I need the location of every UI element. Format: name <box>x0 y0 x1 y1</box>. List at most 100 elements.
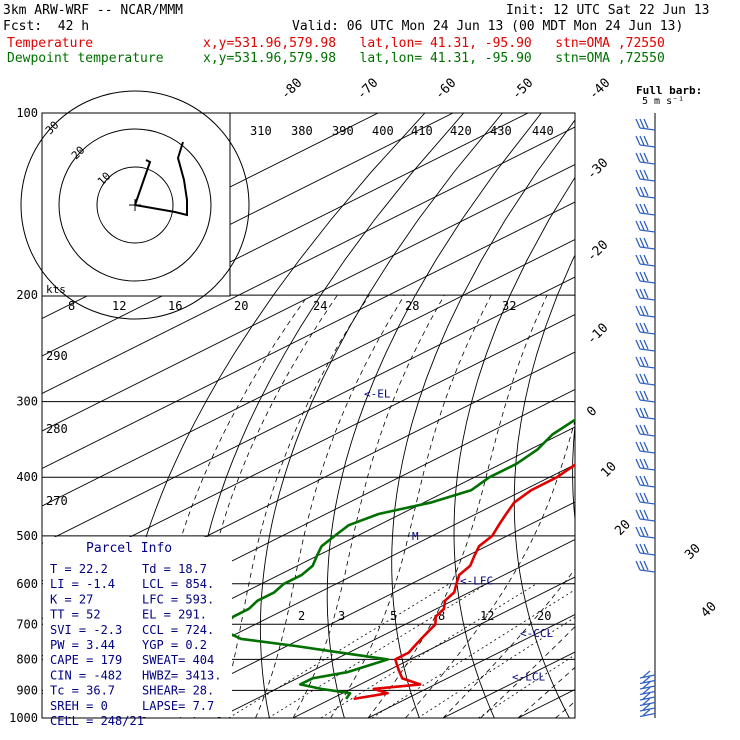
wind-barb <box>635 509 656 522</box>
mixing-ratio-label: 16 <box>168 299 182 313</box>
mixing-ratio-label: 28 <box>405 299 419 313</box>
pressure-label: 800 <box>16 652 38 666</box>
mixing-ratio-label: 24 <box>313 299 327 313</box>
theta-label: 410 <box>411 124 433 138</box>
theta-label: 430 <box>490 124 512 138</box>
isotherm-label: -70 <box>354 76 381 103</box>
isotherm-line <box>42 113 529 357</box>
temperature-legend-label: Temperature <box>7 36 94 51</box>
wind-barb <box>635 186 656 199</box>
wind-barb <box>635 220 656 233</box>
theta-label: 310 <box>250 124 272 138</box>
dry-adiabat-line <box>259 113 503 718</box>
wind-barb <box>639 687 656 696</box>
parcel-info-right: HWBZ= 3413. <box>142 668 221 682</box>
wind-barb <box>635 475 656 488</box>
theta-label: 440 <box>532 124 554 138</box>
wind-barb <box>639 692 656 701</box>
theta-label: 380 <box>291 124 313 138</box>
wind-barb <box>639 698 656 707</box>
model-title: 3km ARW-WRF -- NCAR/MMM <box>3 3 184 18</box>
forecast-hour: Fcst: 42 h <box>3 19 90 34</box>
pressure-label: 100 <box>16 106 38 120</box>
isotherm-line <box>292 576 575 718</box>
moist-adiabat-line <box>480 626 575 718</box>
mixing-ratio-label: 12 <box>112 299 126 313</box>
parcel-info-right: CCL = 724. <box>142 623 214 637</box>
temperature-profile <box>353 463 575 701</box>
level-marker: <-EL <box>364 388 391 401</box>
mixing-ratio-line <box>417 616 575 718</box>
moist-adiabat-line <box>255 294 405 718</box>
moist-adiabat-line <box>555 701 575 718</box>
wind-barb <box>635 118 656 131</box>
theta-label: 420 <box>450 124 472 138</box>
parcel-info-left: LI = -1.4 <box>50 577 115 591</box>
barb-key-units: 5 m s⁻¹ <box>642 96 684 107</box>
mixing-ratio-label: 8 <box>68 299 75 313</box>
parcel-info-left: PW = 3.44 <box>50 638 115 652</box>
level-marker: <-LCL <box>512 671 545 684</box>
wind-barb <box>635 271 656 284</box>
pressure-label: 600 <box>16 577 38 591</box>
wind-barb <box>635 373 656 386</box>
isotherm-label: -60 <box>432 76 459 103</box>
mixing-ratio-line <box>320 583 537 718</box>
pressure-label: 700 <box>16 617 38 631</box>
parcel-info-right: LFC = 593. <box>142 592 214 606</box>
theta-label: 390 <box>332 124 354 138</box>
theta-label: 400 <box>372 124 394 138</box>
hodograph-trace <box>134 141 188 217</box>
moist-adiabat-line <box>330 294 492 718</box>
wind-barb <box>635 152 656 165</box>
parcel-info-left: CIN = -482 <box>50 668 122 682</box>
pressure-label: 400 <box>16 470 38 484</box>
wind-barb <box>635 543 656 556</box>
isotherm-line <box>42 163 575 432</box>
wind-barb <box>635 458 656 471</box>
pressure-label: 500 <box>16 529 38 543</box>
isotherm-label: -30 <box>584 156 611 183</box>
mixing-ratio-line <box>478 654 575 718</box>
isotherm-label: 0 <box>584 404 600 420</box>
isotherm-label: -40 <box>586 76 613 103</box>
isotherm-line <box>42 238 575 507</box>
moist-adiabat-line <box>442 568 575 718</box>
wind-barb <box>635 407 656 420</box>
isotherm-label: -10 <box>584 321 611 348</box>
barb-key-label: Full barb: <box>636 84 702 97</box>
mixing-ratio-label: 32 <box>502 299 516 313</box>
theta-label: 270 <box>46 494 68 508</box>
dewpoint-profile <box>224 418 575 700</box>
theta-label: 280 <box>46 422 68 436</box>
moist-adiabat-line <box>593 295 740 718</box>
parcel-info-right: YGP = 0.2 <box>142 638 207 652</box>
wind-barb <box>639 703 656 712</box>
isotherm-line <box>217 538 575 718</box>
wind-barb <box>635 424 656 437</box>
parcel-info-left: Tc = 36.7 <box>50 684 115 698</box>
wind-barb <box>635 322 656 335</box>
parcel-info-left: K = 27 <box>50 592 93 606</box>
wind-barb <box>635 560 656 573</box>
isotherm-line <box>42 313 575 582</box>
mixing-ratio-line <box>268 583 488 718</box>
wind-barb <box>635 356 656 369</box>
valid-time: Valid: 06 UTC Mon 24 Jun 13 (00 MDT Mon … <box>292 19 684 34</box>
parcel-info-box <box>43 537 232 717</box>
isotherm-line <box>42 113 454 320</box>
parcel-info-right: SHEAR= 28. <box>142 684 214 698</box>
wind-barb <box>635 237 656 250</box>
plot-frame <box>41 112 576 719</box>
init-time: Init: 12 UTC Sat 22 Jun 13 <box>506 3 710 18</box>
moist-adiabat-line <box>367 294 548 718</box>
parcel-info-left: T = 22.2 <box>50 562 108 576</box>
moist-adiabat-line <box>405 419 575 718</box>
isotherm-label: -50 <box>509 76 536 103</box>
wind-barb <box>635 254 656 267</box>
hodograph-ring <box>96 166 174 244</box>
isotherm-line <box>142 501 575 718</box>
wind-barb <box>635 390 656 403</box>
